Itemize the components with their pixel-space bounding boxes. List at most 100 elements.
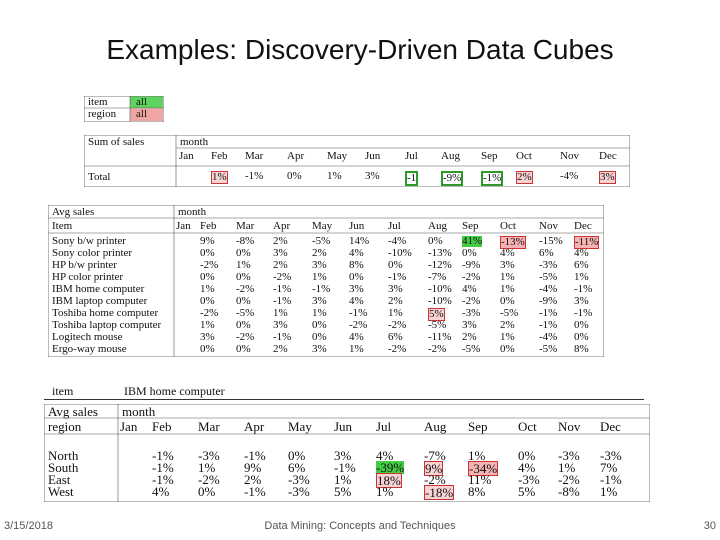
cube3-month-header: Jun — [349, 220, 365, 232]
cube3-cell: 0% — [312, 331, 327, 343]
cube3-cell: 2% — [462, 331, 477, 343]
cube3-cell: 1% — [574, 271, 589, 283]
cube4-cell: 5% — [334, 484, 352, 499]
cube3-cell: 1% — [500, 283, 515, 295]
cube1-region-value[interactable]: all — [136, 108, 147, 120]
cube3-cell: 6% — [574, 259, 589, 271]
cube3-cell: -5% — [500, 307, 519, 319]
cube3-cell: -1% — [574, 307, 593, 319]
cube2-row-label: Sum of sales — [88, 136, 145, 148]
cube3-cell: -1% — [574, 283, 593, 295]
footer-page-number: 30 — [703, 520, 716, 532]
cube4-cell: -7% — [424, 448, 446, 463]
cube3-item-label: Toshiba home computer — [52, 307, 159, 319]
cube4-cell: -34% — [468, 461, 499, 476]
cube3-cell: -2% — [428, 343, 447, 355]
cube3-cell: 2% — [388, 295, 403, 307]
cube3-month-header: Dec — [574, 220, 592, 232]
cube2-total-cell: 1% — [327, 170, 342, 182]
cube3-cell: 3% — [200, 331, 215, 343]
cube3-cell: 0% — [349, 271, 364, 283]
cube4-cell: -8% — [558, 484, 580, 499]
cube4-cell: 1% — [600, 484, 618, 499]
cube3-cell: 0% — [200, 271, 215, 283]
cube4-region-label: North — [48, 448, 79, 463]
cube3-cell: 1% — [388, 307, 403, 319]
cube3-cell: -2% — [273, 271, 292, 283]
cube3-cell: -8% — [236, 235, 255, 247]
cube4-cell: -3% — [288, 472, 310, 487]
cube3-cell: -12% — [428, 259, 452, 271]
cube2-total-cell: -1% — [481, 171, 504, 186]
cube2-month-header: Jan — [179, 150, 194, 162]
cube3-cell: -9% — [539, 295, 558, 307]
cube3-month-header: Sep — [462, 220, 479, 232]
cube4-month-header: Aug — [424, 419, 447, 434]
cube3-cell: 1% — [500, 271, 515, 283]
cube3-cell: -13% — [500, 236, 526, 249]
cube3-item-label: Logitech mouse — [52, 331, 123, 343]
cube3-cell: -2% — [236, 331, 255, 343]
cube3-table — [48, 205, 604, 357]
cube3-cell: 3% — [574, 295, 589, 307]
cube3-cell: -4% — [388, 235, 407, 247]
cube1-item-value[interactable]: all — [136, 96, 147, 108]
cube3-cell: 0% — [574, 331, 589, 343]
cube4-cell: 18% — [376, 473, 402, 488]
cube3-cell: 3% — [388, 283, 403, 295]
cube3-cell: -1% — [539, 319, 558, 331]
cube3-cell: 0% — [500, 343, 515, 355]
cube3-cell: -2% — [388, 343, 407, 355]
cube2-table — [84, 135, 630, 187]
cube3-cell: 0% — [236, 271, 251, 283]
cube3-cell: -2% — [388, 319, 407, 331]
cube4-cell: 7% — [600, 460, 618, 475]
cube3-cell: -1% — [273, 283, 292, 295]
cube3-col-label: month — [178, 206, 207, 218]
cube2-month-header: Nov — [560, 150, 579, 162]
cube4-month-header: Jan — [120, 419, 138, 434]
cube3-month-header: Jul — [388, 220, 401, 232]
cube4-month-header: Nov — [558, 419, 581, 434]
cube4-cell: -3% — [288, 484, 310, 499]
cube3-cell: -9% — [462, 259, 481, 271]
cube1-item-label: item — [88, 96, 108, 108]
cube4-cell: -1% — [244, 484, 266, 499]
cube4-month-header: Oct — [518, 419, 537, 434]
cube4-item-value[interactable]: IBM home computer — [124, 384, 225, 398]
cube3-cell: 5% — [428, 308, 445, 321]
cube3-cell: 6% — [388, 331, 403, 343]
cube3-cell: -2% — [236, 283, 255, 295]
cube3-cell: 8% — [574, 343, 589, 355]
cube4-cell: -39% — [376, 460, 405, 475]
cube4-cell: 3% — [334, 448, 352, 463]
cube4-cell: -2% — [424, 472, 446, 487]
cube3-cell: 3% — [312, 295, 327, 307]
cube4-cell: -1% — [152, 448, 174, 463]
cube3-cell: 0% — [500, 295, 515, 307]
cube3-cell: -1% — [349, 307, 368, 319]
cube4-month-header: Sep — [468, 419, 488, 434]
cube4-cell: -3% — [558, 448, 580, 463]
cube3-item-label: HP color printer — [52, 271, 124, 283]
cube3-cell: 0% — [200, 343, 215, 355]
cube4-month-header: Feb — [152, 419, 172, 434]
cube3-cell: 3% — [500, 259, 515, 271]
cube4-table — [44, 404, 650, 502]
cube2-total-cell: 1% — [211, 171, 228, 184]
cube3-cell: 3% — [273, 319, 288, 331]
cube4-cell: 1% — [198, 460, 216, 475]
slide-title: Examples: Discovery-Driven Data Cubes — [106, 34, 614, 65]
cube3-cell: 6% — [539, 247, 554, 259]
cube3-cell: 1% — [312, 307, 327, 319]
cube4-cell: 5% — [518, 484, 536, 499]
cube3-cell: -1% — [312, 283, 331, 295]
cube3-cell: -5% — [428, 319, 447, 331]
cube4-cell: 2% — [244, 472, 262, 487]
cube2-month-header: Mar — [245, 150, 264, 162]
cube3-cell: 0% — [388, 259, 403, 271]
cube3-month-header: May — [312, 220, 333, 232]
cube2-total-label: Total — [88, 171, 111, 183]
cube4-cell: -1% — [334, 460, 356, 475]
cube4-month-header: Dec — [600, 419, 621, 434]
